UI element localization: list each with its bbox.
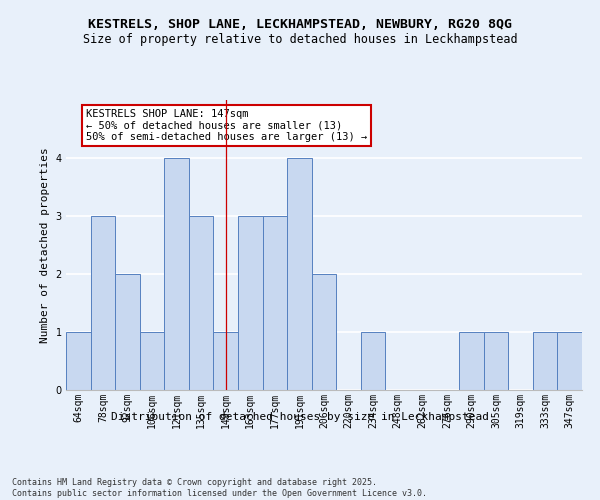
Bar: [91, 216, 115, 390]
Bar: [459, 332, 484, 390]
Bar: [484, 332, 508, 390]
Bar: [557, 332, 582, 390]
Text: Size of property relative to detached houses in Leckhampstead: Size of property relative to detached ho…: [83, 32, 517, 46]
Bar: [533, 332, 557, 390]
Y-axis label: Number of detached properties: Number of detached properties: [40, 147, 50, 343]
Text: Distribution of detached houses by size in Leckhampstead: Distribution of detached houses by size …: [111, 412, 489, 422]
Text: KESTRELS SHOP LANE: 147sqm
← 50% of detached houses are smaller (13)
50% of semi: KESTRELS SHOP LANE: 147sqm ← 50% of deta…: [86, 108, 367, 142]
Text: Contains HM Land Registry data © Crown copyright and database right 2025.
Contai: Contains HM Land Registry data © Crown c…: [12, 478, 427, 498]
Bar: [164, 158, 189, 390]
Bar: [263, 216, 287, 390]
Bar: [361, 332, 385, 390]
Bar: [66, 332, 91, 390]
Text: KESTRELS, SHOP LANE, LECKHAMPSTEAD, NEWBURY, RG20 8QG: KESTRELS, SHOP LANE, LECKHAMPSTEAD, NEWB…: [88, 18, 512, 30]
Bar: [312, 274, 336, 390]
Bar: [238, 216, 263, 390]
Bar: [189, 216, 214, 390]
Bar: [115, 274, 140, 390]
Bar: [287, 158, 312, 390]
Bar: [140, 332, 164, 390]
Bar: [214, 332, 238, 390]
